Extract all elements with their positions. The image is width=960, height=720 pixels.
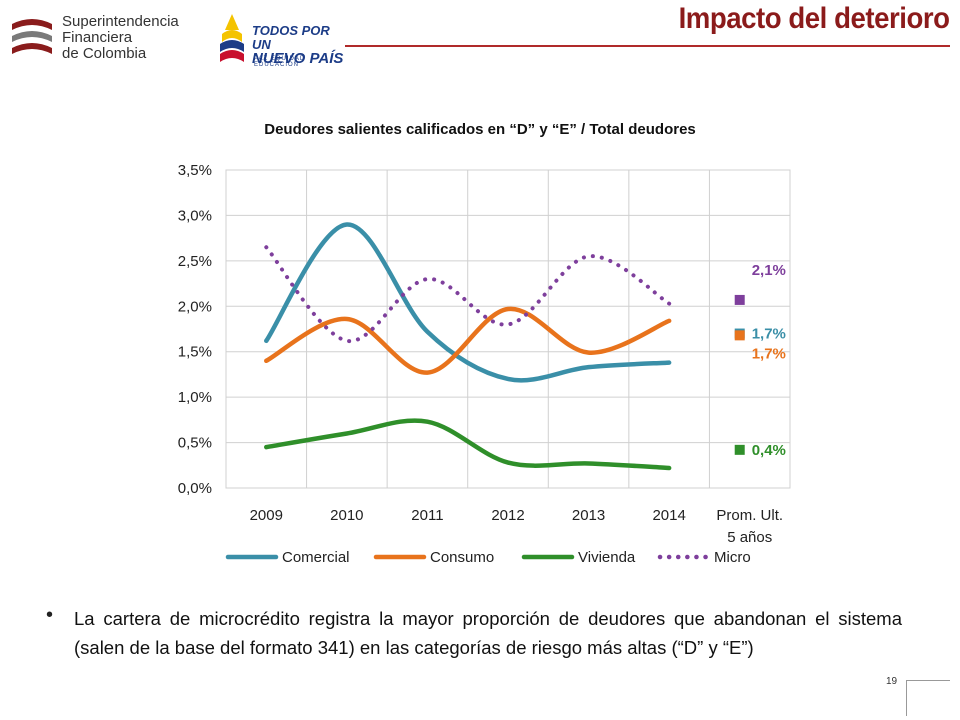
y-tick-label: 0,0% <box>178 480 212 497</box>
series-line-micro <box>264 245 672 343</box>
legend-label-vivienda: Vivienda <box>578 549 636 566</box>
x-tick-label: 2013 <box>572 507 605 524</box>
bullet-icon: • <box>46 604 54 626</box>
campaign-logo-icon <box>220 14 244 62</box>
average-label-consumo: 1,7% <box>752 346 786 363</box>
y-tick-label: 2,5% <box>178 253 212 270</box>
sfc-logo: Superintendencia Financiera de Colombia <box>8 14 188 66</box>
header-rule <box>345 45 950 47</box>
x-tick-label: 2011 <box>411 507 443 524</box>
series-line-vivienda <box>264 418 672 471</box>
campaign-tagline: PAZ EQUIDAD EDUCACIÓN <box>254 56 306 68</box>
corner-rule-horizontal <box>906 680 950 681</box>
legend-label-micro: Micro <box>714 549 751 566</box>
y-tick-label: 3,0% <box>178 207 212 224</box>
average-label-comercial: 1,7% <box>752 326 786 343</box>
y-tick-label: 0,5% <box>178 435 212 452</box>
org-line-1: Superintendencia <box>62 13 179 30</box>
campaign-line-2: NUEVO PAÍS <box>252 50 344 67</box>
y-tick-label: 3,5% <box>178 162 212 179</box>
y-tick-label: 1,0% <box>178 389 212 406</box>
org-line-3: de Colombia <box>62 45 147 62</box>
page-number: 19 <box>886 676 898 687</box>
average-label-micro: 2,1% <box>752 262 786 279</box>
series-line-consumo <box>264 306 672 375</box>
x-tick-label: 2009 <box>250 507 283 524</box>
org-line-2: Financiera <box>62 29 133 46</box>
series-line-comercial <box>264 222 672 383</box>
chart-title: Deudores salientes calificados en “D” y … <box>264 121 696 138</box>
legend-label-consumo: Consumo <box>430 549 494 566</box>
average-marker-vivienda <box>734 444 745 455</box>
legend-label-comercial: Comercial <box>282 549 350 566</box>
x-tick-label-average: Prom. Ult. 5 años <box>716 507 783 546</box>
campaign-line-1: TODOS POR UN <box>252 23 330 52</box>
x-tick-label: 2012 <box>491 507 524 524</box>
average-label-vivienda: 0,4% <box>752 442 786 459</box>
x-tick-label: 2010 <box>330 507 363 524</box>
average-marker-micro <box>734 294 745 305</box>
corner-rule-vertical <box>906 680 907 716</box>
campaign-logo: TODOS POR UN NUEVO PAÍS PAZ EQUIDAD EDUC… <box>212 10 352 70</box>
average-marker-consumo <box>734 330 745 341</box>
y-tick-label: 1,5% <box>178 344 212 361</box>
sfc-logo-icon <box>12 19 52 54</box>
line-chart: 0,0% 0,5% 1,0% 1,5% 2,0% 2,5% 3,0% 3,5% 2009 201… <box>178 162 791 566</box>
sfc-logo-text: Superintendencia Financiera de Colombia <box>62 14 179 62</box>
x-tick-label: 2014 <box>652 507 685 524</box>
bullet-text: La cartera de microcrédito registra la m… <box>74 608 902 658</box>
campaign-logo-text: TODOS POR UN NUEVO PAÍS <box>252 23 352 67</box>
slide-title: Impacto del deterioro <box>679 2 950 35</box>
y-tick-label: 2,0% <box>178 298 212 315</box>
